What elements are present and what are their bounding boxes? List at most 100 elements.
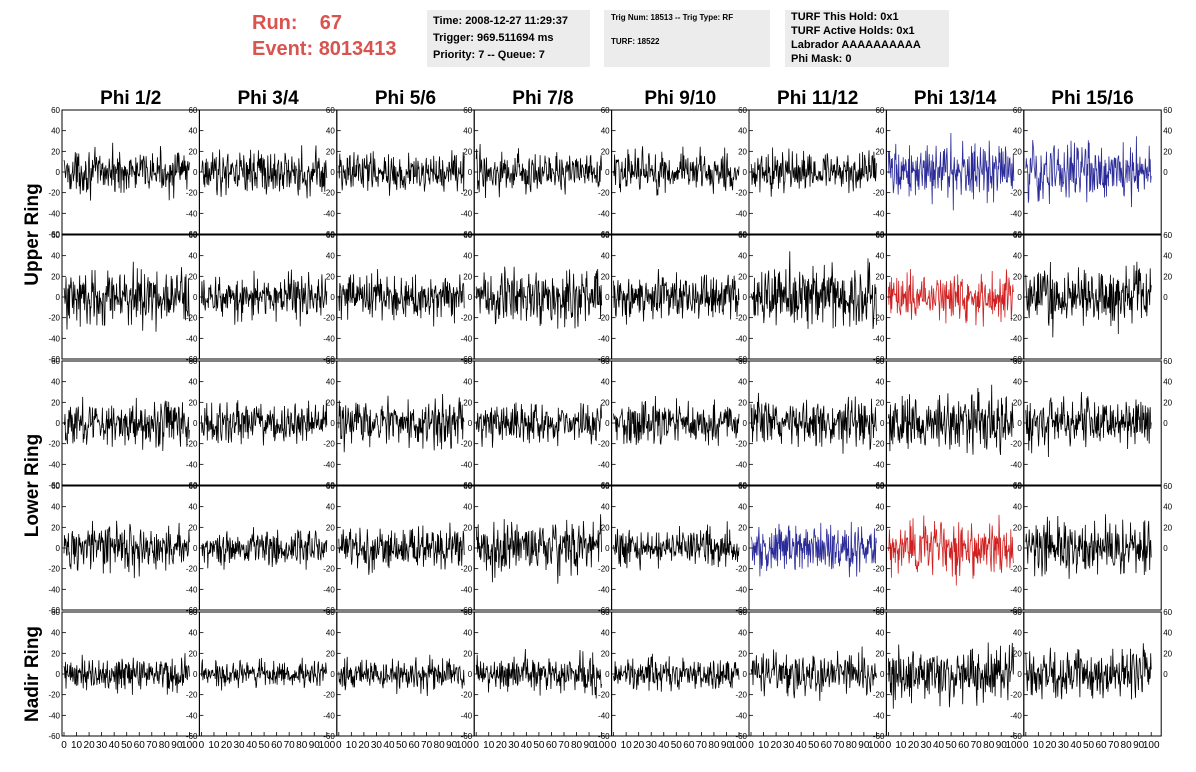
y-tick-label: -40: [461, 460, 473, 469]
y-tick-label: 0: [1163, 419, 1168, 428]
y-tick-label: 60: [601, 608, 610, 617]
y-tick-label: 0: [1017, 293, 1022, 302]
y-tick-label: 60: [463, 357, 472, 366]
x-tick-label: 100: [318, 740, 335, 751]
x-tick-label: 90: [171, 740, 183, 751]
y-tick-label: 0: [330, 670, 335, 679]
waveform-trace: [888, 384, 1014, 456]
y-tick-label: 0: [193, 670, 198, 679]
y-tick-label: 40: [1163, 252, 1172, 261]
y-tick-label: -20: [873, 440, 885, 449]
trigger-info-box: Trig Num: 18513 -- Trig Type: RF TURF: 1…: [604, 10, 770, 67]
y-tick-label: 20: [326, 147, 335, 156]
x-tick-label: 50: [121, 740, 133, 751]
x-tick-label: 50: [671, 740, 683, 751]
column-header: Phi 13/14: [914, 88, 997, 109]
waveform-trace: [613, 395, 740, 446]
y-tick-label: 40: [188, 378, 197, 387]
y-tick-label: 0: [56, 419, 61, 428]
y-tick-label: -20: [48, 565, 60, 574]
run-value: 67: [319, 12, 343, 34]
y-tick-label: -60: [323, 355, 335, 364]
waveform-trace: [475, 648, 602, 699]
y-tick-label: 40: [51, 252, 60, 261]
y-tick-label: 0: [880, 544, 885, 553]
y-tick-label: 60: [188, 106, 197, 115]
y-tick-label: -20: [186, 314, 198, 323]
y-tick-label: 40: [738, 127, 747, 136]
y-tick-label: 20: [1163, 649, 1172, 658]
x-tick-label: 60: [271, 740, 283, 751]
y-tick-label: -60: [735, 355, 747, 364]
y-tick-label: 0: [605, 293, 610, 302]
y-tick-label: -60: [598, 732, 610, 741]
y-tick-label: -60: [735, 732, 747, 741]
waveform-trace: [338, 393, 465, 453]
y-tick-label: -40: [598, 334, 610, 343]
x-tick-label: 40: [109, 740, 121, 751]
y-tick-label: 60: [875, 106, 884, 115]
y-tick-label: 40: [1013, 629, 1022, 638]
y-tick-label: 60: [1163, 608, 1172, 617]
y-tick-label: 0: [605, 544, 610, 553]
y-tick-label: 20: [188, 272, 197, 281]
waveform-trace: [1025, 136, 1152, 208]
y-tick-label: 20: [463, 272, 472, 281]
x-tick-label: 70: [421, 740, 433, 751]
y-tick-label: -40: [873, 209, 885, 218]
y-tick-label: 20: [601, 649, 610, 658]
y-tick-label: -20: [323, 691, 335, 700]
y-tick-label: 40: [188, 127, 197, 136]
waveform-trace: [1025, 643, 1152, 700]
y-tick-label: 60: [326, 357, 335, 366]
y-tick-label: -20: [323, 189, 335, 198]
y-tick-label: 20: [1013, 398, 1022, 407]
x-tick-label: 70: [971, 740, 983, 751]
waveform-trace: [1025, 261, 1152, 338]
x-tick-label: 30: [371, 740, 383, 751]
y-tick-label: -40: [735, 334, 747, 343]
y-tick-label: 60: [188, 482, 197, 491]
y-tick-label: 0: [880, 168, 885, 177]
y-tick-label: 60: [1013, 357, 1022, 366]
y-tick-label: -20: [1010, 691, 1022, 700]
y-tick-label: 20: [1163, 272, 1172, 281]
y-tick-label: 0: [743, 670, 748, 679]
x-tick-label: 100: [731, 740, 748, 751]
y-tick-label: 60: [326, 106, 335, 115]
y-tick-label: 60: [875, 608, 884, 617]
y-tick-label: 0: [743, 419, 748, 428]
y-tick-label: -20: [873, 565, 885, 574]
x-tick-label: 80: [159, 740, 171, 751]
y-tick-label: 40: [875, 503, 884, 512]
phi-mask-text: Phi Mask: 0: [791, 53, 852, 65]
run-event-block: Run: 67 Event: 8013413: [252, 10, 397, 62]
waveform-trace: [750, 646, 877, 701]
y-tick-label: 0: [56, 168, 61, 177]
run-label: Run:: [252, 12, 298, 34]
y-tick-label: -40: [598, 711, 610, 720]
time-text: Time: 2008-12-27 11:29:37: [433, 15, 568, 27]
y-tick-label: 0: [1163, 544, 1168, 553]
waveform-trace: [63, 520, 190, 579]
y-tick-label: 60: [1163, 357, 1172, 366]
y-tick-label: 20: [601, 147, 610, 156]
event-label: Event:: [252, 38, 314, 60]
y-tick-label: -20: [598, 314, 610, 323]
x-tick-label: 40: [658, 740, 670, 751]
x-tick-label: 50: [1083, 740, 1095, 751]
y-tick-label: -40: [461, 711, 473, 720]
y-tick-label: -20: [48, 440, 60, 449]
y-tick-label: -20: [873, 314, 885, 323]
labrador-text: Labrador AAAAAAAAAA: [791, 39, 921, 51]
y-tick-label: 60: [738, 231, 747, 240]
y-tick-label: 60: [51, 482, 60, 491]
y-tick-label: 20: [326, 272, 335, 281]
x-tick-label: 90: [996, 740, 1008, 751]
y-tick-label: -20: [461, 565, 473, 574]
y-tick-label: -40: [735, 711, 747, 720]
x-tick-label: 60: [546, 740, 558, 751]
x-tick-label: 0: [611, 740, 617, 751]
trig-num-text: Trig Num: 18513 -- Trig Type: RF: [611, 13, 734, 22]
